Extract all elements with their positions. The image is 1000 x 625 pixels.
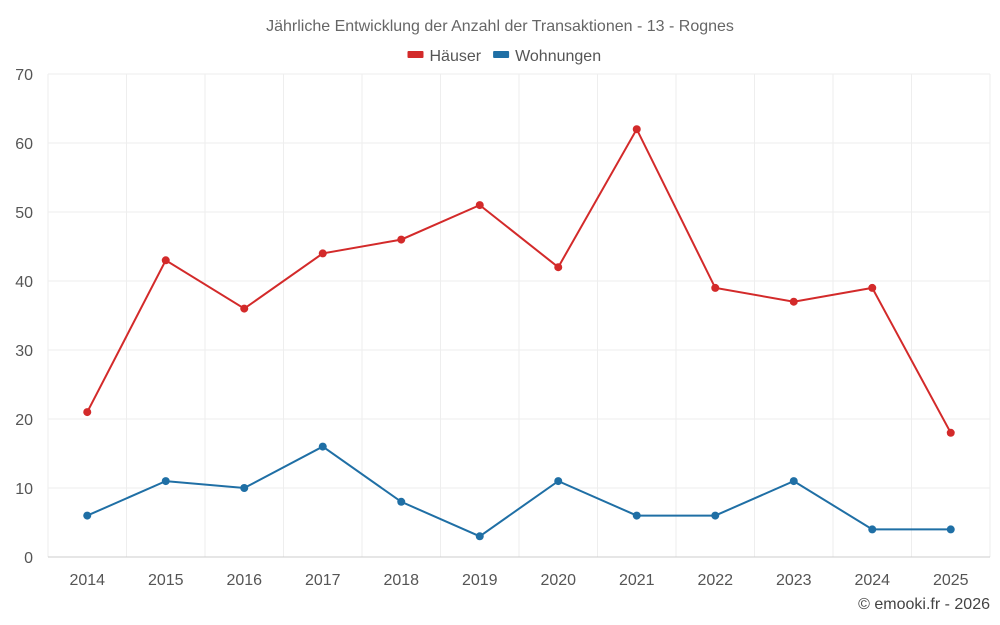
x-tick-label: 2020	[540, 572, 576, 589]
x-tick-label: 2017	[305, 572, 341, 589]
legend-label: Wohnungen	[515, 48, 601, 65]
data-point[interactable]	[397, 497, 406, 506]
y-tick-label: 70	[15, 67, 33, 84]
grid	[47, 73, 991, 558]
legend-swatch	[407, 51, 424, 58]
legend-label: Häuser	[430, 48, 482, 65]
legend-swatch	[493, 51, 510, 58]
data-point[interactable]	[475, 532, 484, 541]
y-tick-label: 20	[15, 412, 33, 429]
series-line	[86, 127, 952, 434]
series-line	[86, 445, 951, 538]
x-tick-label: 2022	[697, 572, 733, 589]
data-point[interactable]	[711, 511, 720, 520]
data-point[interactable]	[240, 484, 249, 492]
y-tick-label: 0	[24, 550, 33, 567]
series-1	[83, 125, 955, 437]
y-tick-label: 30	[15, 343, 33, 360]
data-point[interactable]	[475, 201, 484, 210]
series-group	[83, 125, 955, 541]
x-tick-label: 2024	[854, 572, 890, 589]
data-point[interactable]	[161, 256, 170, 265]
credit: © emooki.fr - 2026	[858, 596, 990, 613]
y-tick-label: 40	[15, 274, 33, 291]
x-tick-label: 2023	[776, 572, 812, 589]
data-point[interactable]	[868, 283, 877, 292]
data-point[interactable]	[789, 297, 798, 306]
x-tick-label: 2015	[148, 572, 184, 589]
x-tick-label: 2016	[226, 572, 262, 589]
data-point[interactable]	[632, 125, 641, 134]
x-tick-label: 2019	[462, 572, 498, 589]
legend-item[interactable]: Häuser	[407, 48, 482, 65]
y-axis: 0 10 20 30 40 50 60 70	[15, 67, 33, 567]
data-point[interactable]	[554, 477, 563, 486]
data-point[interactable]	[632, 511, 641, 520]
data-point[interactable]	[161, 477, 170, 486]
legend: Häuser Wohnungen	[407, 48, 601, 65]
data-point[interactable]	[789, 477, 798, 486]
y-tick-label: 50	[15, 205, 33, 222]
series-2	[83, 442, 955, 541]
data-point[interactable]	[318, 249, 327, 258]
x-tick-label: 2025	[933, 572, 969, 589]
data-point[interactable]	[83, 408, 92, 417]
x-tick-label: 2021	[619, 572, 655, 589]
data-point[interactable]	[318, 442, 327, 451]
x-tick-label: 2018	[383, 572, 419, 589]
x-axis: 2014 2015 2016 2017 2018 2019 2020 2021 2022 2023…	[69, 572, 968, 589]
data-point[interactable]	[83, 511, 92, 520]
data-point[interactable]	[397, 235, 406, 244]
y-tick-label: 60	[15, 136, 33, 153]
chart-title: Jährliche Entwicklung der Anzahl der Tra…	[266, 18, 734, 35]
data-point[interactable]	[240, 304, 249, 313]
x-tick-label: 2014	[69, 572, 105, 589]
data-point[interactable]	[946, 428, 955, 437]
data-point[interactable]	[554, 263, 563, 272]
y-tick-label: 10	[15, 481, 33, 498]
data-point[interactable]	[868, 525, 877, 534]
legend-item[interactable]: Wohnungen	[493, 48, 601, 65]
data-point[interactable]	[946, 525, 955, 534]
data-point[interactable]	[711, 283, 720, 292]
